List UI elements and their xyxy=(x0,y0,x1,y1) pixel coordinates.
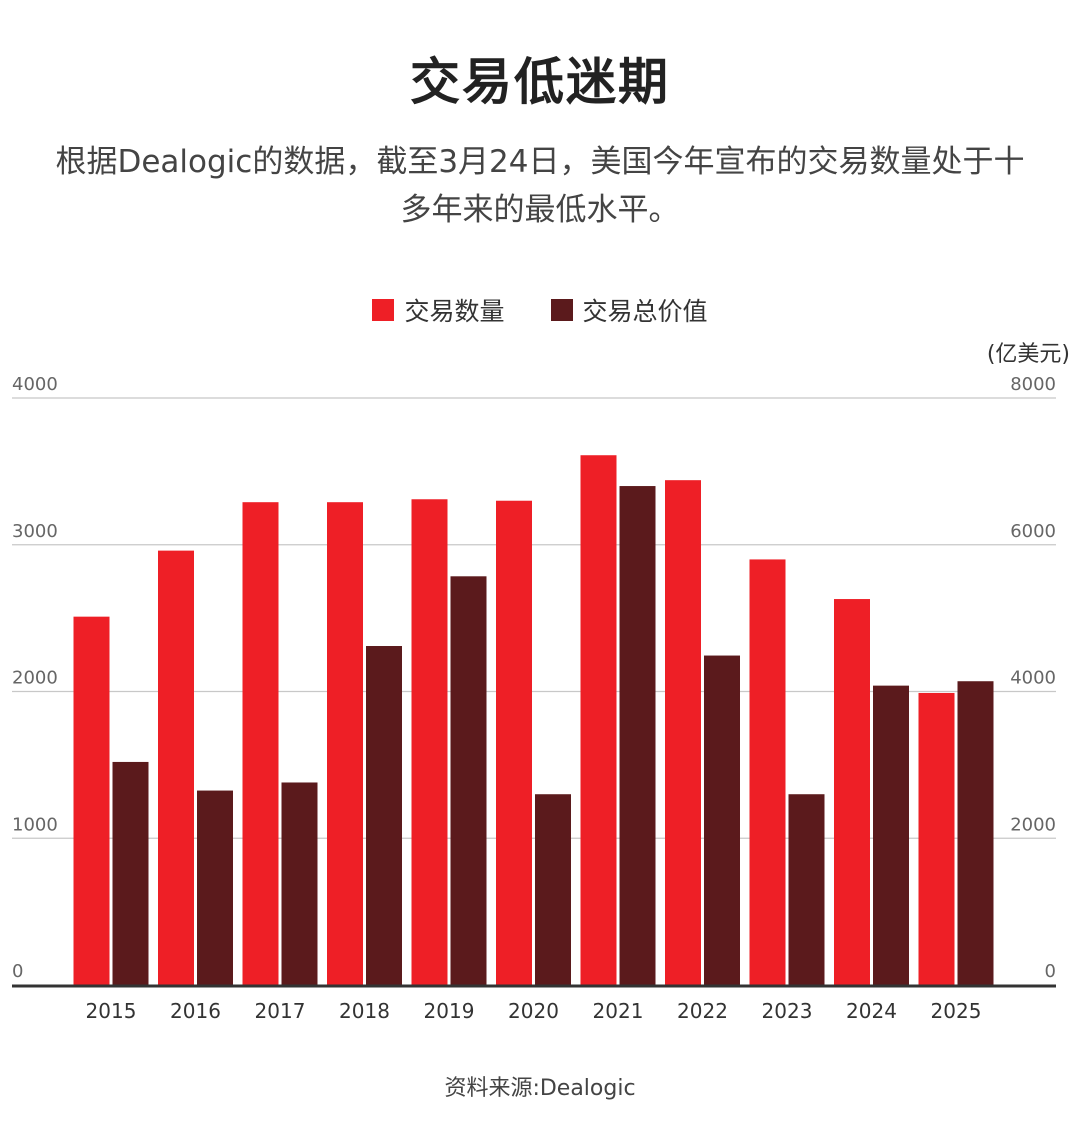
bar-value-2019 xyxy=(450,576,487,985)
bar-count-2015 xyxy=(73,616,110,985)
bar-count-2018 xyxy=(327,502,363,985)
y-left-tick-4000: 4000 xyxy=(12,374,58,395)
bar-value-2020 xyxy=(535,794,571,985)
x-tick-2025: 2025 xyxy=(931,999,982,1023)
bar-count-2025 xyxy=(918,692,955,985)
x-tick-2023: 2023 xyxy=(762,999,813,1023)
bar-value-2016 xyxy=(197,790,233,985)
x-tick-2020: 2020 xyxy=(508,999,559,1023)
x-tick-2016: 2016 xyxy=(170,999,221,1023)
y-left-tick-3000: 3000 xyxy=(12,521,58,542)
x-tick-2017: 2017 xyxy=(255,999,306,1023)
bar-count-2017 xyxy=(242,502,279,985)
right-axis-unit: (亿美元) xyxy=(986,342,1070,367)
y-right-tick-8000: 8000 xyxy=(1010,374,1056,395)
x-tick-2022: 2022 xyxy=(677,999,728,1023)
source-note: 资料来源:Dealogic xyxy=(444,1076,636,1101)
bar-count-2019 xyxy=(411,499,448,985)
x-tick-2015: 2015 xyxy=(86,999,137,1023)
bar-count-2023 xyxy=(749,559,786,985)
bar-value-2025 xyxy=(957,681,994,985)
bar-value-2021 xyxy=(619,486,656,985)
bar-count-2022 xyxy=(665,480,701,985)
x-tick-2018: 2018 xyxy=(339,999,390,1023)
legend-swatch-value xyxy=(550,299,573,321)
x-tick-2024: 2024 xyxy=(846,999,897,1023)
legend-swatch-count xyxy=(372,299,395,321)
bar-value-2022 xyxy=(704,655,740,985)
x-tick-2021: 2021 xyxy=(593,999,644,1023)
y-right-tick-2000: 2000 xyxy=(1010,814,1056,835)
bar-value-2015 xyxy=(112,761,149,985)
y-right-tick-4000: 4000 xyxy=(1010,668,1056,689)
legend-label-value: 交易总价值 xyxy=(582,297,708,326)
bar-value-2018 xyxy=(366,646,402,985)
bar-value-2017 xyxy=(281,782,318,985)
y-right-tick-0: 0 xyxy=(1045,961,1056,982)
bar-value-2023 xyxy=(788,794,825,985)
x-tick-2019: 2019 xyxy=(424,999,475,1023)
bar-count-2016 xyxy=(158,550,194,985)
y-left-tick-1000: 1000 xyxy=(12,814,58,835)
y-left-tick-2000: 2000 xyxy=(12,668,58,689)
chart-title: 交易低迷期 xyxy=(410,53,670,111)
legend-item-count: 交易数量 xyxy=(372,292,505,328)
bar-value-2024 xyxy=(873,685,909,985)
legend-label-count: 交易数量 xyxy=(404,297,505,326)
bar-count-2020 xyxy=(496,500,532,985)
legend: 交易数量 交易总价值 xyxy=(0,292,1080,328)
bar-count-2021 xyxy=(580,455,617,985)
bar-count-2024 xyxy=(834,599,870,985)
legend-item-value: 交易总价值 xyxy=(550,292,708,328)
chart-subtitle: 根据Dealogic的数据，截至3月24日，美国今年宣布的交易数量处于十多年来的… xyxy=(55,144,1025,228)
y-left-tick-0: 0 xyxy=(12,961,23,982)
y-right-tick-6000: 6000 xyxy=(1010,521,1056,542)
